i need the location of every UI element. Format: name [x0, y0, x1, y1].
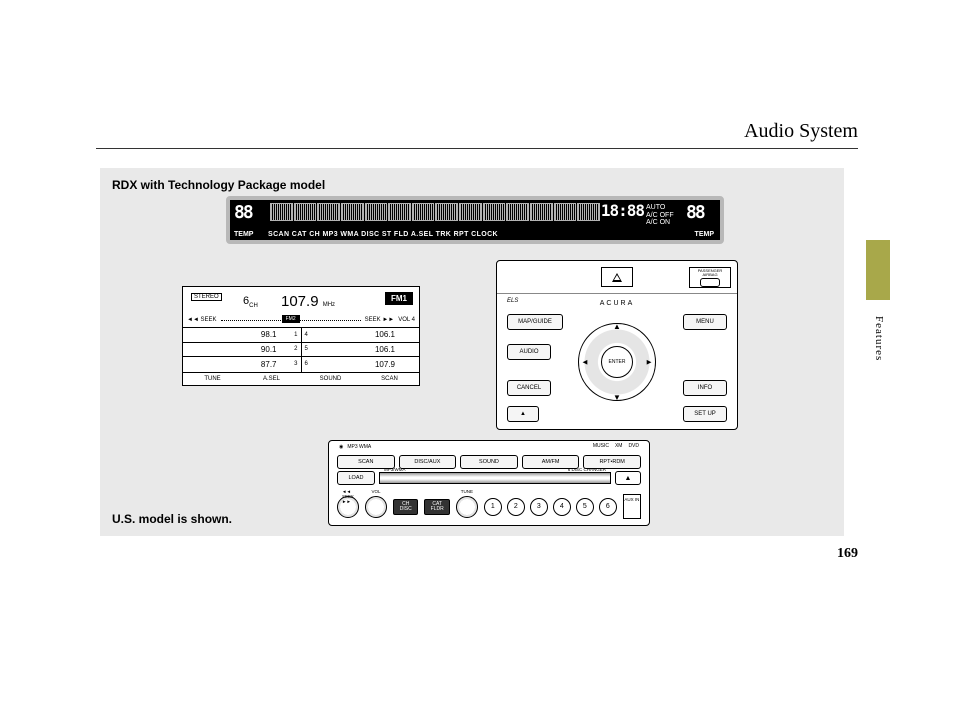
- cd-slot[interactable]: MP3/WMA 6 DISC CHANGER: [379, 472, 611, 484]
- preset-grid: 98.11 4106.1 90.12 5106.1 87.73 6107.9: [183, 328, 419, 372]
- vol-knob-label: VOL: [371, 489, 380, 494]
- hazard-icon: [612, 273, 622, 282]
- music-icon: MUSIC: [593, 443, 609, 449]
- lcd-auto: AUTO: [646, 204, 682, 212]
- channel-number: 6CH: [243, 295, 258, 309]
- lcd-segment-row: [270, 203, 600, 223]
- preset-6: 6107.9: [302, 357, 420, 372]
- hazard-button[interactable]: [601, 267, 633, 287]
- interface-dial[interactable]: ENTER ▲ ▼ ◄ ►: [578, 323, 656, 401]
- cancel-button[interactable]: CANCEL: [507, 380, 551, 396]
- preset-4: 4106.1: [302, 328, 420, 343]
- band-badge: FM1: [385, 292, 413, 305]
- preset-btn-5[interactable]: 5: [576, 498, 594, 516]
- menu-button[interactable]: MENU: [683, 314, 727, 330]
- frequency-readout: 107.9 MHz: [281, 293, 335, 310]
- deck-format-icons: ◉ MP3 WMA: [339, 444, 371, 450]
- aux-in-jack[interactable]: AUX IN: [623, 494, 641, 519]
- audio-deck: ◉ MP3 WMA MUSIC XM DVD SCAN DISC/AUX SOU…: [328, 440, 650, 526]
- deck-source-icons: MUSIC XM DVD: [593, 443, 639, 449]
- seek-right: SEEK ►►: [365, 317, 395, 323]
- mp3-wma-label: MP3 WMA: [347, 444, 371, 450]
- els-logo: ELS: [507, 298, 518, 304]
- fm2-badge: FM2: [282, 315, 300, 323]
- dial-up-icon: ▲: [613, 322, 621, 331]
- label-scan: SCAN: [360, 376, 419, 382]
- figure: RDX with Technology Package model U.S. m…: [100, 168, 844, 536]
- slot-label-right: 6 DISC CHANGER: [568, 467, 606, 472]
- radio-display: STEREO 6CH 107.9 MHz FM1 ◄◄ SEEK FM2 SEE…: [182, 286, 420, 386]
- section-tab: [866, 240, 890, 300]
- stereo-indicator: STEREO: [191, 293, 222, 301]
- dial-down-icon: ▼: [613, 393, 621, 402]
- audio-button[interactable]: AUDIO: [507, 344, 551, 360]
- vol-knob[interactable]: [365, 496, 387, 518]
- disc-icon: ◉: [339, 444, 343, 450]
- preset-3: 87.73: [183, 357, 302, 372]
- xm-icon: XM: [615, 443, 623, 449]
- dial-right-icon: ►: [645, 358, 653, 367]
- open-button[interactable]: ▲: [507, 406, 539, 422]
- dash-lcd: 88 TEMP 18:88 SCAN CAT CH MP3 WMA DISC S…: [226, 196, 724, 244]
- dvd-icon: DVD: [628, 443, 639, 449]
- enter-button[interactable]: ENTER: [601, 346, 633, 378]
- radio-bottom-labels: TUNE A.SEL SOUND SCAN: [183, 372, 419, 385]
- lcd-ac-on: A/C ON: [646, 219, 682, 227]
- lcd-clock: 18:88: [601, 201, 644, 220]
- lcd-climate-icons: AUTO A/C OFF A/C ON: [646, 204, 682, 234]
- tune-knob[interactable]: [456, 496, 478, 518]
- lcd-temp-label-left: TEMP: [234, 231, 253, 238]
- title-rule: [96, 148, 858, 149]
- dial-left-icon: ◄: [581, 358, 589, 367]
- figure-caption-top: RDX with Technology Package model: [112, 178, 325, 192]
- map-guide-button[interactable]: MAP/GUIDE: [507, 314, 563, 330]
- brand-label: ACURA: [600, 300, 635, 307]
- tuning-scale: FM2: [221, 320, 361, 321]
- figure-caption-bottom: U.S. model is shown.: [112, 512, 232, 526]
- sound-button[interactable]: SOUND: [460, 455, 518, 469]
- load-button[interactable]: LOAD: [337, 471, 375, 485]
- label-asel: A.SEL: [242, 376, 301, 382]
- eject-button[interactable]: ▲: [615, 471, 641, 485]
- lcd-temp-label-right: TEMP: [695, 231, 714, 238]
- passenger-airbag-indicator: PASSENGER AIRBAG: [689, 267, 731, 288]
- tune-knob-label: TUNE: [461, 489, 473, 494]
- label-sound: SOUND: [301, 376, 360, 382]
- lcd-temp-right: 88: [686, 202, 716, 223]
- nav-control-head: PASSENGER AIRBAG ELS ACURA MAP/GUIDE MEN…: [496, 260, 738, 430]
- ch-disc-rocker[interactable]: CHDISC: [393, 499, 418, 515]
- setup-button[interactable]: SET UP: [683, 406, 727, 422]
- preset-btn-3[interactable]: 3: [530, 498, 548, 516]
- section-tab-label: Features: [873, 316, 885, 361]
- label-tune: TUNE: [183, 376, 242, 382]
- preset-5: 5106.1: [302, 343, 420, 358]
- lcd-temp-left: 88: [234, 202, 264, 223]
- disc-aux-button[interactable]: DISC/AUX: [399, 455, 457, 469]
- slot-label-left: MP3/WMA: [384, 467, 406, 472]
- preset-buttons: 1 2 3 4 5 6: [484, 498, 617, 516]
- preset-1: 98.11: [183, 328, 302, 343]
- lcd-indicators: SCAN CAT CH MP3 WMA DISC ST FLD A.SEL TR…: [268, 231, 498, 238]
- seek-left: ◄◄ SEEK: [187, 317, 217, 323]
- lcd-ac-off: A/C OFF: [646, 212, 682, 220]
- page-title: Audio System: [744, 120, 858, 143]
- preset-btn-6[interactable]: 6: [599, 498, 617, 516]
- info-button[interactable]: INFO: [683, 380, 727, 396]
- preset-2: 90.12: [183, 343, 302, 358]
- preset-btn-1[interactable]: 1: [484, 498, 502, 516]
- page-number: 169: [837, 546, 858, 562]
- preset-btn-2[interactable]: 2: [507, 498, 525, 516]
- volume-readout: VOL 4: [398, 317, 415, 323]
- preset-btn-4[interactable]: 4: [553, 498, 571, 516]
- cat-fldr-rocker[interactable]: CATFLDR: [424, 499, 449, 515]
- seek-knob-label: ◄◄ SEEK ►►: [342, 489, 354, 504]
